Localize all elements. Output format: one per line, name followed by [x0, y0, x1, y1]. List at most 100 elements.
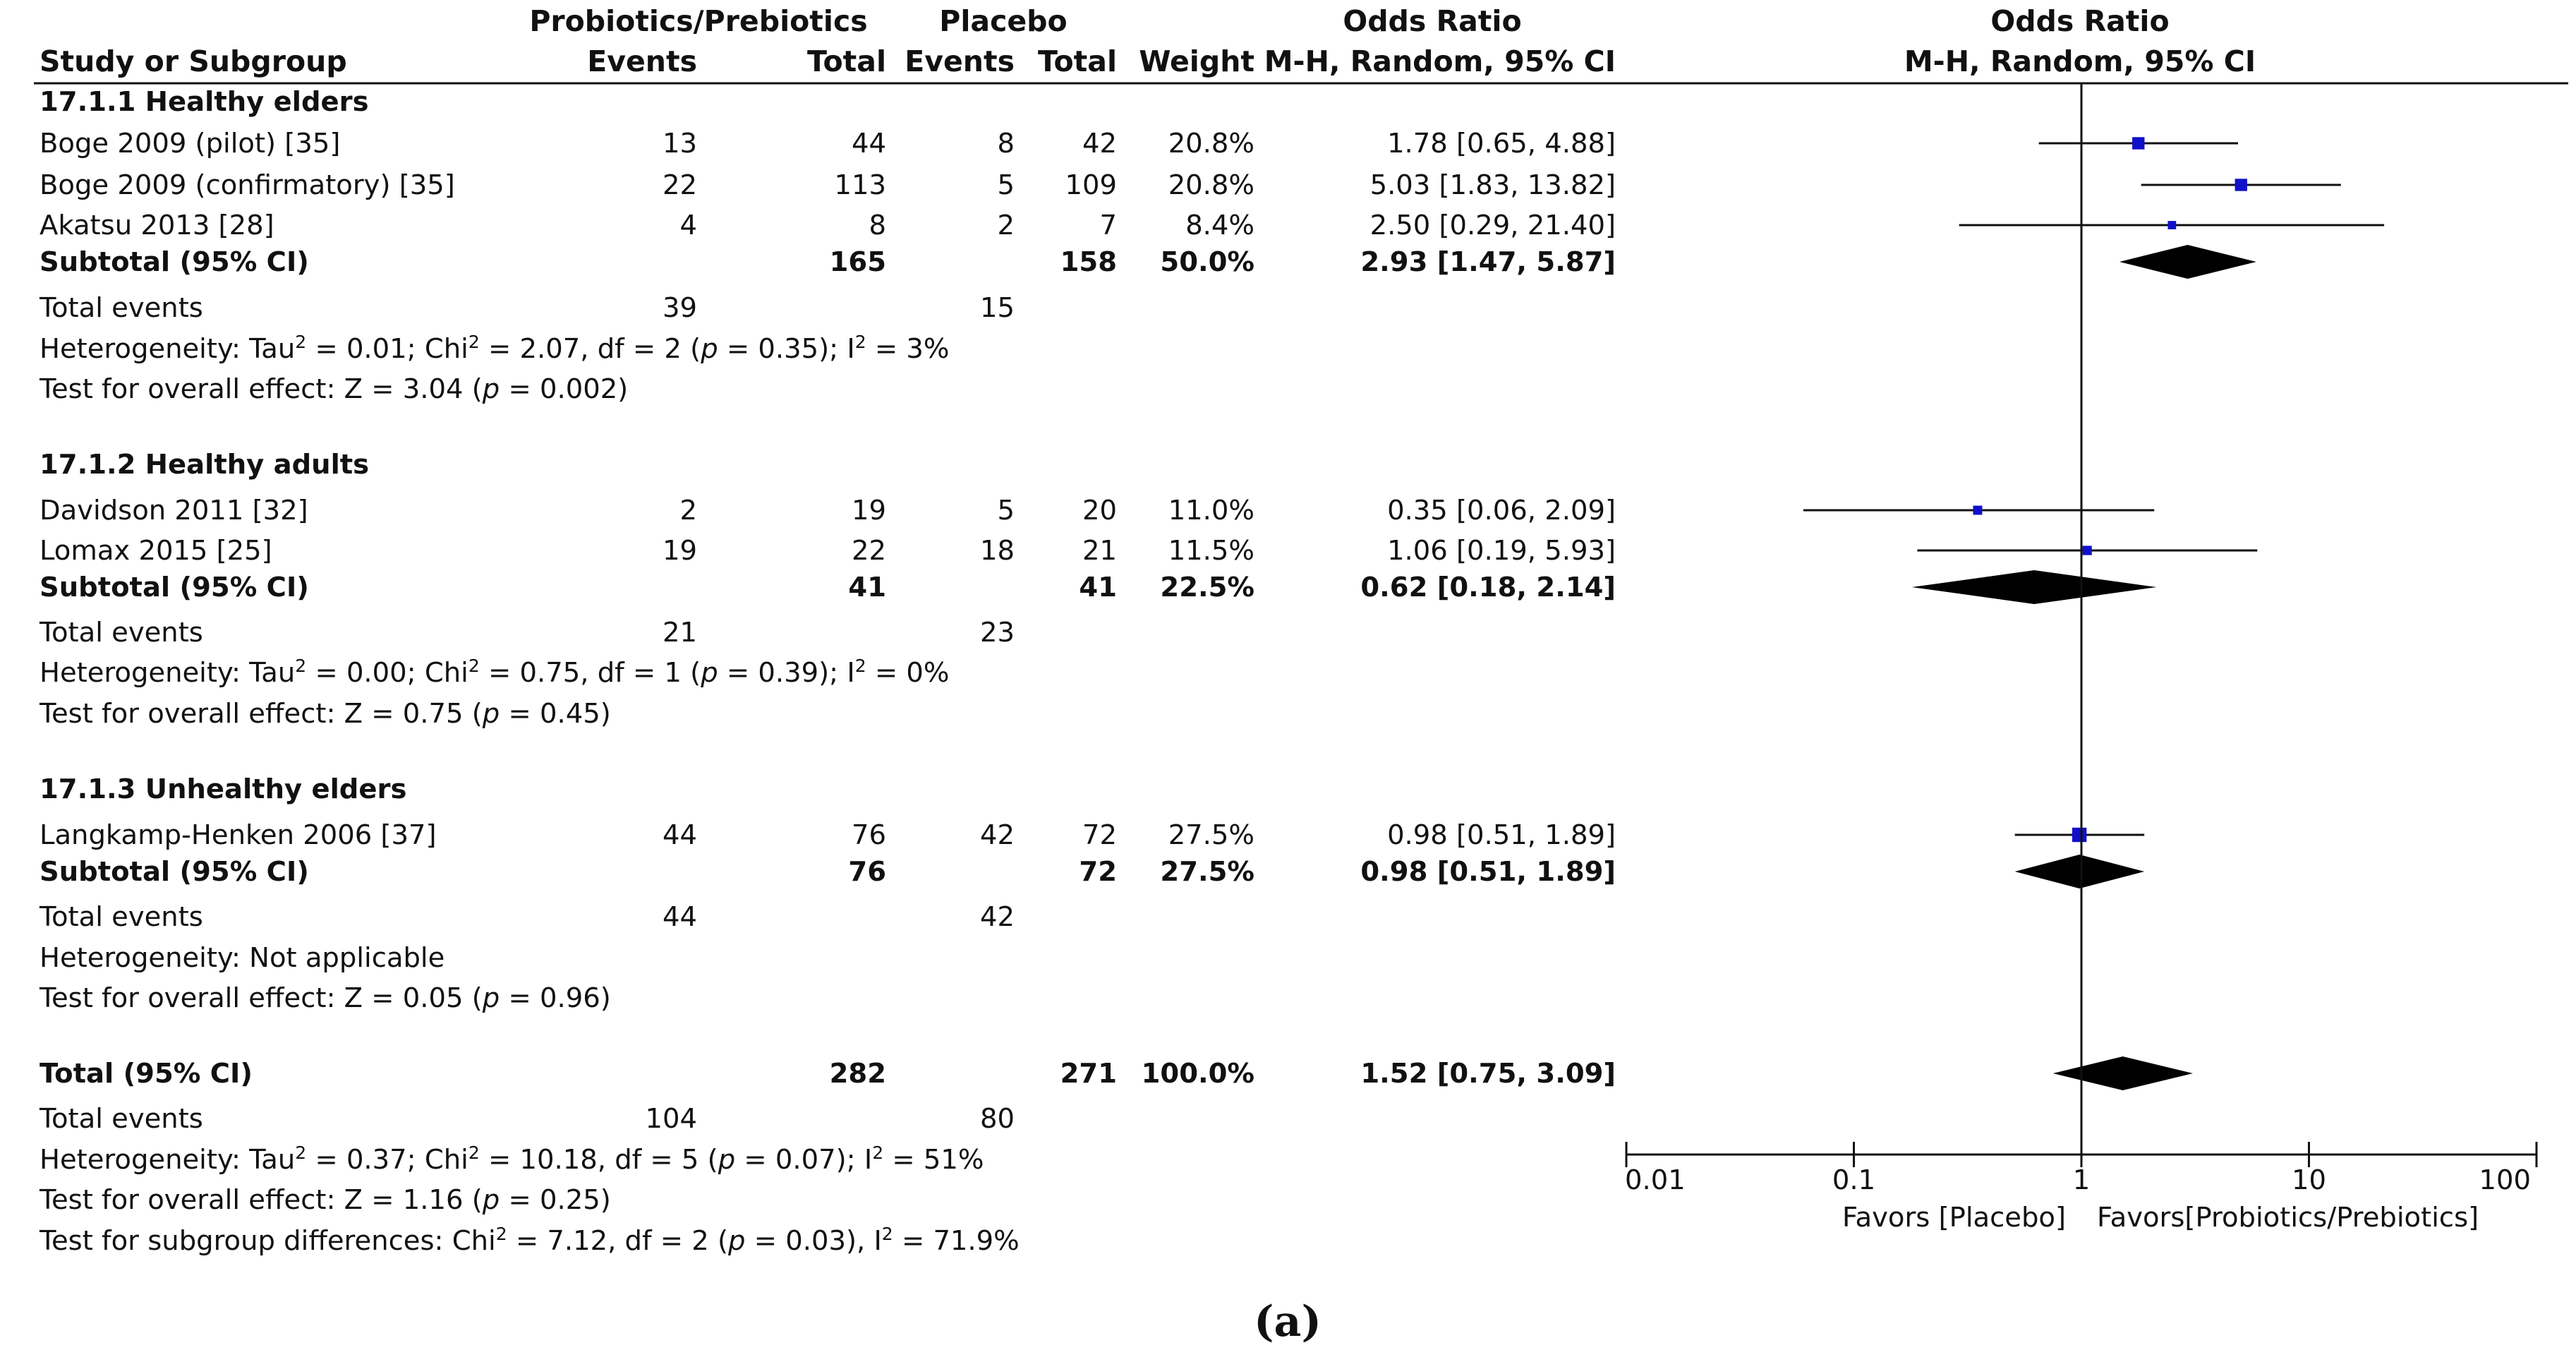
- text-segment: = 71.9%: [893, 1225, 1020, 1257]
- total-events-placebo: 42: [980, 901, 1015, 933]
- study-name: Langkamp-Henken 2006 [37]: [40, 819, 436, 851]
- text-segment: = 0.25): [500, 1184, 610, 1216]
- overall-weight: 100.0%: [1142, 1058, 1254, 1090]
- events-placebo: 18: [980, 535, 1015, 567]
- study-weight: 11.5%: [1168, 535, 1254, 567]
- total-header-1: Total: [807, 44, 886, 78]
- p-symbol: p: [700, 333, 718, 365]
- effect-square: [1973, 506, 1982, 515]
- p-symbol: p: [727, 1225, 745, 1257]
- study-name: Boge 2009 (pilot) [35]: [40, 128, 340, 159]
- study-weight: 20.8%: [1168, 128, 1254, 159]
- subtotal-total-treatment: 41: [848, 572, 886, 603]
- effect-square: [2083, 546, 2092, 555]
- superscript: 2: [295, 332, 306, 352]
- total-placebo: 109: [1065, 169, 1118, 201]
- text-segment: Test for overall effect: Z = 0.75 (: [39, 698, 483, 730]
- subtotal-weight: 50.0%: [1160, 246, 1254, 278]
- superscript: 2: [855, 656, 866, 676]
- odds-ratio-ci: 2.50 [0.29, 21.40]: [1370, 210, 1616, 241]
- superscript: 2: [872, 1143, 883, 1163]
- text-segment: Test for overall effect: Z = 3.04 (: [39, 373, 483, 405]
- total-placebo: 7: [1100, 210, 1118, 241]
- text-segment: Test for overall effect: Z = 0.05 (: [39, 982, 483, 1014]
- subtotal-weight: 27.5%: [1160, 856, 1254, 888]
- text-segment: = 0.01; Chi: [306, 333, 468, 365]
- heterogeneity-text: Heterogeneity: Not applicable: [40, 942, 445, 974]
- superscript: 2: [468, 1143, 480, 1163]
- axis-tick-label: 10: [2292, 1164, 2326, 1196]
- events-treatment: 44: [663, 819, 697, 851]
- text-segment: = 0%: [866, 657, 950, 689]
- total-header-2: Total: [1038, 44, 1117, 78]
- subgroup-title: 17.1.2 Healthy adults: [40, 449, 369, 481]
- overall-events-placebo: 80: [980, 1103, 1015, 1135]
- forest-plot-figure: Probiotics/Prebiotics Placebo Odds Ratio Od…: [0, 0, 2576, 1350]
- text-segment: = 2.07, df = 2 (: [480, 333, 701, 365]
- axis-tick-label: 0.1: [1832, 1164, 1875, 1196]
- events-placebo: 8: [998, 128, 1015, 159]
- p-symbol: p: [482, 982, 500, 1014]
- study-weight: 27.5%: [1168, 819, 1254, 851]
- or-header: Odds Ratio: [1343, 4, 1521, 38]
- study-name: Lomax 2015 [25]: [40, 535, 272, 567]
- overall-diamond: [2053, 1056, 2193, 1090]
- subtotal-diamond: [2120, 245, 2256, 279]
- study-name: Akatsu 2013 [28]: [40, 210, 274, 241]
- subtotal-ci: 0.98 [0.51, 1.89]: [1360, 856, 1616, 888]
- subtotal-total-placebo: 158: [1060, 246, 1117, 278]
- overall-events-label: Total events: [39, 1103, 203, 1135]
- events-treatment: 2: [680, 495, 698, 526]
- subgroup-title: 17.1.3 Unhealthy elders: [40, 773, 406, 805]
- events-header-2: Events: [905, 44, 1015, 78]
- total-treatment: 8: [869, 210, 887, 241]
- text-segment: Test for overall effect: Z = 1.16 (: [39, 1184, 483, 1216]
- subtotal-ci: 0.62 [0.18, 2.14]: [1360, 572, 1616, 603]
- total-placebo: 42: [1082, 128, 1117, 159]
- study-name: Boge 2009 (confirmatory) [35]: [40, 169, 455, 201]
- events-placebo: 5: [998, 495, 1015, 526]
- overall-events-treatment: 104: [646, 1103, 698, 1135]
- subtotal-diamond: [2015, 855, 2144, 888]
- effect-square: [2235, 179, 2247, 191]
- text-segment: = 0.75, df = 1 (: [480, 657, 701, 689]
- superscript: 2: [468, 656, 480, 676]
- favors-placebo-label: Favors [Placebo]: [1842, 1202, 2066, 1234]
- total-events-placebo: 23: [980, 617, 1015, 649]
- total-placebo: 72: [1082, 819, 1117, 851]
- events-placebo: 42: [980, 819, 1015, 851]
- study-weight: 11.0%: [1168, 495, 1254, 526]
- total-placebo: 20: [1082, 495, 1117, 526]
- effect-square: [2132, 137, 2144, 149]
- subtotal-ci: 2.93 [1.47, 5.87]: [1360, 246, 1616, 278]
- text-segment: = 3%: [866, 333, 950, 365]
- text-segment: = 0.03), I: [745, 1225, 881, 1257]
- superscript: 2: [855, 332, 866, 352]
- subtotal-label: Subtotal (95% CI): [40, 856, 309, 888]
- text-segment: = 0.07); I: [735, 1144, 872, 1176]
- odds-ratio-ci: 0.35 [0.06, 2.09]: [1387, 495, 1616, 526]
- group1-header: Probiotics/Prebiotics: [529, 4, 867, 38]
- events-treatment: 22: [663, 169, 697, 201]
- overall-effect-text: Test for overall effect: Z = 0.75 (p = 0…: [39, 698, 611, 730]
- p-symbol: p: [700, 657, 718, 689]
- subtotal-label: Subtotal (95% CI): [40, 246, 309, 278]
- heterogeneity-text: Heterogeneity: Tau2 = 0.01; Chi2 = 2.07,…: [40, 332, 949, 365]
- odds-ratio-ci: 1.78 [0.65, 4.88]: [1387, 128, 1616, 159]
- study-column-header: Study or Subgroup: [40, 44, 347, 78]
- overall-total-label: Total (95% CI): [40, 1058, 253, 1090]
- p-symbol: p: [718, 1144, 735, 1176]
- axis-tick-label: 0.01: [1625, 1164, 1686, 1196]
- effect-square: [2167, 221, 2176, 229]
- plot-method-header: M-H, Random, 95% CI: [1904, 44, 2256, 78]
- overall-ci: 1.52 [0.75, 3.09]: [1360, 1058, 1616, 1090]
- effect-square: [2072, 828, 2086, 842]
- text-segment: = 0.96): [500, 982, 610, 1014]
- text-segment: = 10.18, df = 5 (: [480, 1144, 718, 1176]
- group2-header: Placebo: [939, 4, 1067, 38]
- total-treatment: 76: [852, 819, 886, 851]
- overall-effect-text: Test for overall effect: Z = 1.16 (p = 0…: [39, 1184, 611, 1216]
- total-events-label: Total events: [39, 292, 203, 324]
- odds-ratio-ci: 0.98 [0.51, 1.89]: [1387, 819, 1616, 851]
- events-treatment: 4: [680, 210, 698, 241]
